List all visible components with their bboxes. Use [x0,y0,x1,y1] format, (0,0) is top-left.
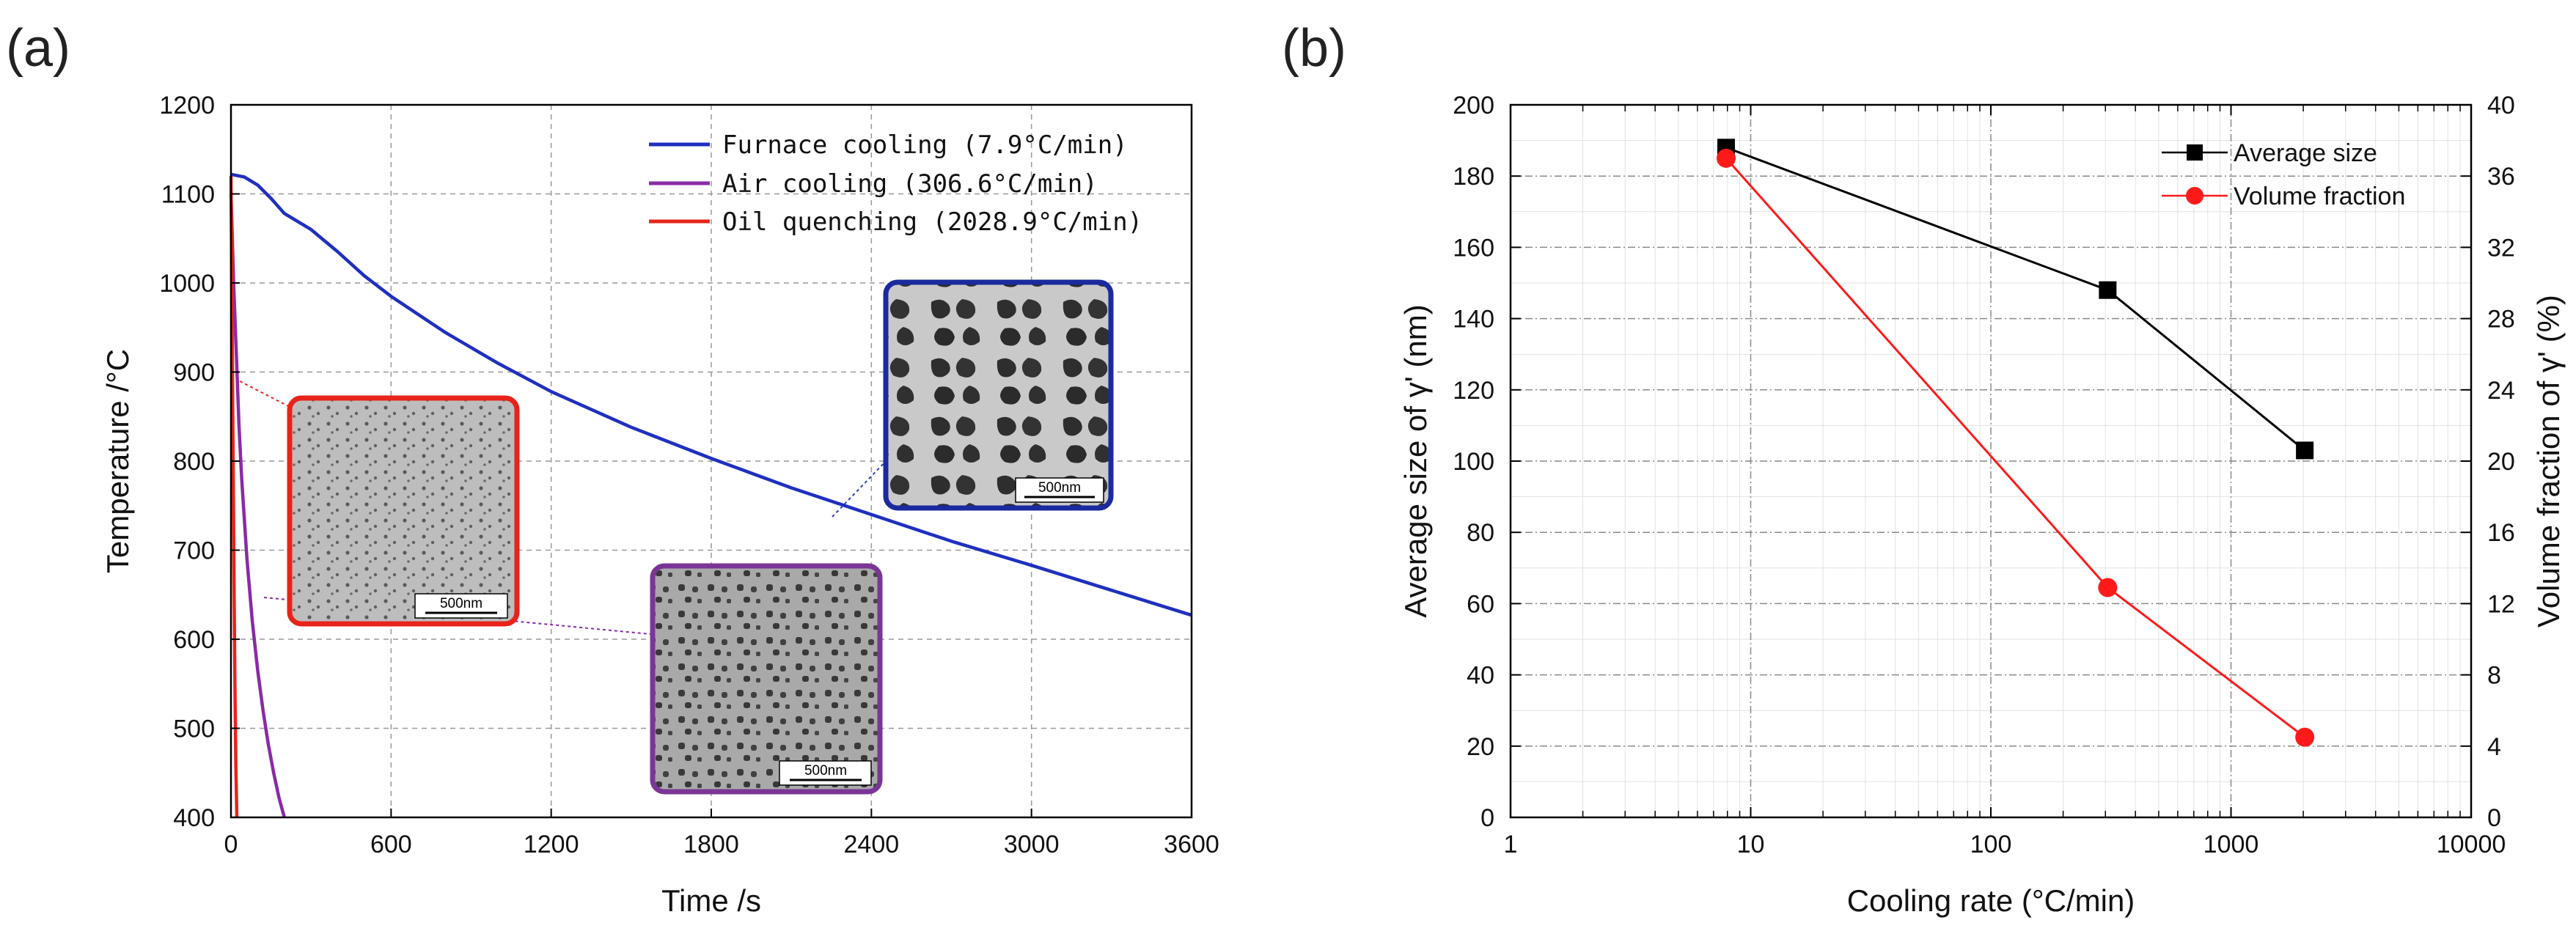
legend-air: Air cooling (306.6°C/min) [722,169,1098,199]
panel-a-ticks: 0 600 1200 1800 2400 3000 3600 400 500 600 700 800 9… [159,92,1219,858]
b-y2tick-label: 12 [2487,590,2515,618]
oil-inset-scale-label: 500nm [440,596,482,611]
oil-inset: 500nm [287,395,520,627]
a-xtick-label: 2400 [844,831,900,858]
legend-marker-vol-frac [2186,187,2203,205]
legend-oil: Oil quenching (2028.9°C/min) [722,207,1142,237]
b-y2tick-label: 24 [2487,377,2515,405]
b-ytick-label: 200 [1453,92,1494,119]
b-y2tick-label: 0 [2487,804,2501,832]
b-ytick-label: 0 [1480,804,1494,832]
a-xtick-label: 600 [370,831,412,858]
air-inset: 500nm [650,563,883,795]
a-series-line-1 [229,194,286,818]
b-ytick-label: 180 [1453,163,1494,191]
a-ytick-label: 600 [173,626,215,654]
furnace-inset-connector [832,457,889,518]
b-ytick-label: 160 [1453,234,1494,262]
b-ytick-label: 60 [1467,590,1494,618]
panel-b-series [1716,139,2315,747]
a-xtick-label: 0 [224,831,238,858]
furnace-inset-scale-label: 500nm [1038,480,1081,496]
b-y2tick-label: 8 [2487,662,2501,690]
b-y2tick-label: 20 [2487,448,2515,476]
legend-furnace: Furnace cooling (7.9°C/min) [722,130,1128,160]
legend-vol-frac: Volume fraction [2234,183,2405,210]
a-ytick-label: 800 [173,448,215,476]
b-ytick-label: 40 [1467,662,1494,690]
b-ytick-label: 120 [1453,377,1494,405]
panel-b-chart: 1 10 100 1000 100000204060801001201401601802… [1398,92,2566,918]
b-xtick-label: 10000 [2437,831,2506,858]
b-y2tick-label: 16 [2487,519,2515,547]
furnace-inset: 500nm [883,279,1114,511]
panel-b-xlabel: Cooling rate (°C/min) [1847,883,2135,918]
b-point-vol-frac [1716,148,1736,168]
panel-b-y2label: Volume fraction of γ' (%) [2531,295,2566,628]
b-point-vol-frac [2295,727,2315,747]
air-inset-scale-label: 500nm [804,763,847,779]
panel-a-ylabel: Temperature /°C [100,349,135,573]
panel-b-ylabel: Average size of γ' (nm) [1398,304,1433,617]
legend-marker-avg-size [2187,144,2203,161]
b-ytick-label: 140 [1453,306,1494,334]
panel-b-label: (b) [1282,19,1346,78]
panel-a-xlabel: Time /s [661,883,761,918]
panel-a-legend: Furnace cooling (7.9°C/min) Air cooling … [649,130,1142,237]
a-series-line-0 [230,172,1192,617]
b-y2tick-label: 4 [2487,733,2501,761]
a-xtick-label: 3600 [1164,831,1219,858]
b-point-vol-frac [2098,578,2118,597]
b-y2tick-label: 28 [2487,306,2515,334]
b-ytick-label: 20 [1467,733,1494,761]
b-point-avg-size [2296,441,2314,460]
b-ytick-label: 100 [1453,448,1494,476]
b-xtick-label: 1 [1504,831,1518,858]
panel-b-ticks: 1 10 100 1000 100000204060801001201401601802… [1453,92,2515,858]
a-ytick-label: 900 [173,359,215,387]
b-ytick-label: 80 [1467,519,1494,547]
a-ytick-label: 1200 [159,92,215,119]
b-xtick-label: 100 [1970,831,2012,858]
a-xtick-label: 3000 [1004,831,1060,858]
a-ytick-label: 500 [173,715,215,743]
b-xtick-label: 1000 [2203,831,2259,858]
legend-avg-size: Average size [2234,139,2377,167]
a-ytick-label: 700 [173,537,215,565]
a-xtick-label: 1200 [524,831,579,858]
a-ytick-label: 400 [173,804,215,832]
panel-b-legend: Average size Volume fraction [2162,139,2405,210]
b-y2tick-label: 40 [2487,92,2515,119]
b-y2tick-label: 32 [2487,234,2515,262]
b-xtick-label: 10 [1737,831,1765,858]
panel-a-chart: 0 600 1200 1800 2400 3000 3600 400 500 600 700 800 9… [100,92,1219,918]
a-ytick-label: 1000 [159,270,215,298]
b-point-avg-size [2099,281,2117,299]
panel-a-label: (a) [6,19,70,78]
b-y2tick-label: 36 [2487,163,2515,191]
a-xtick-label: 1800 [683,831,739,858]
a-ytick-label: 1100 [161,181,215,209]
